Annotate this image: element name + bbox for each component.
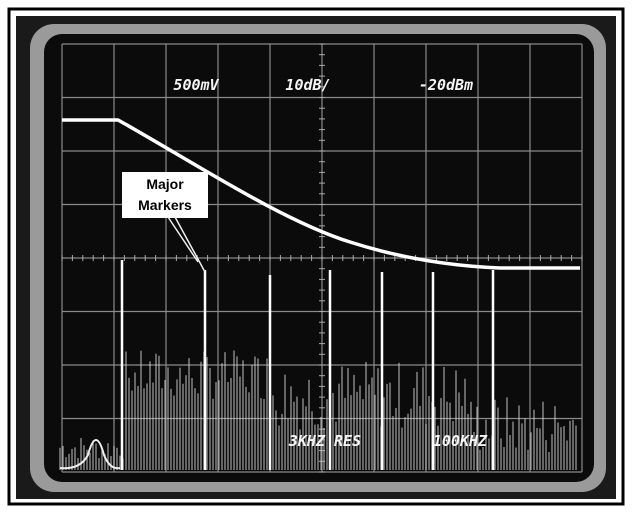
annotation-box bbox=[122, 172, 208, 218]
response-curve bbox=[62, 118, 580, 270]
screen-label: 3KHZ RES bbox=[288, 432, 361, 450]
screen-label: 100KHZ bbox=[433, 432, 488, 450]
graticule bbox=[61, 43, 583, 473]
screen-label: -20dBm bbox=[419, 76, 473, 94]
trace bbox=[59, 118, 580, 470]
screen-label: 500mV bbox=[173, 76, 219, 94]
bump bbox=[59, 439, 121, 470]
annotation: Major bbox=[146, 176, 184, 192]
arrow bbox=[167, 216, 199, 263]
arrow bbox=[174, 216, 206, 273]
screen-label: 10dB/ bbox=[285, 76, 330, 94]
annotation: Markers bbox=[138, 197, 192, 213]
